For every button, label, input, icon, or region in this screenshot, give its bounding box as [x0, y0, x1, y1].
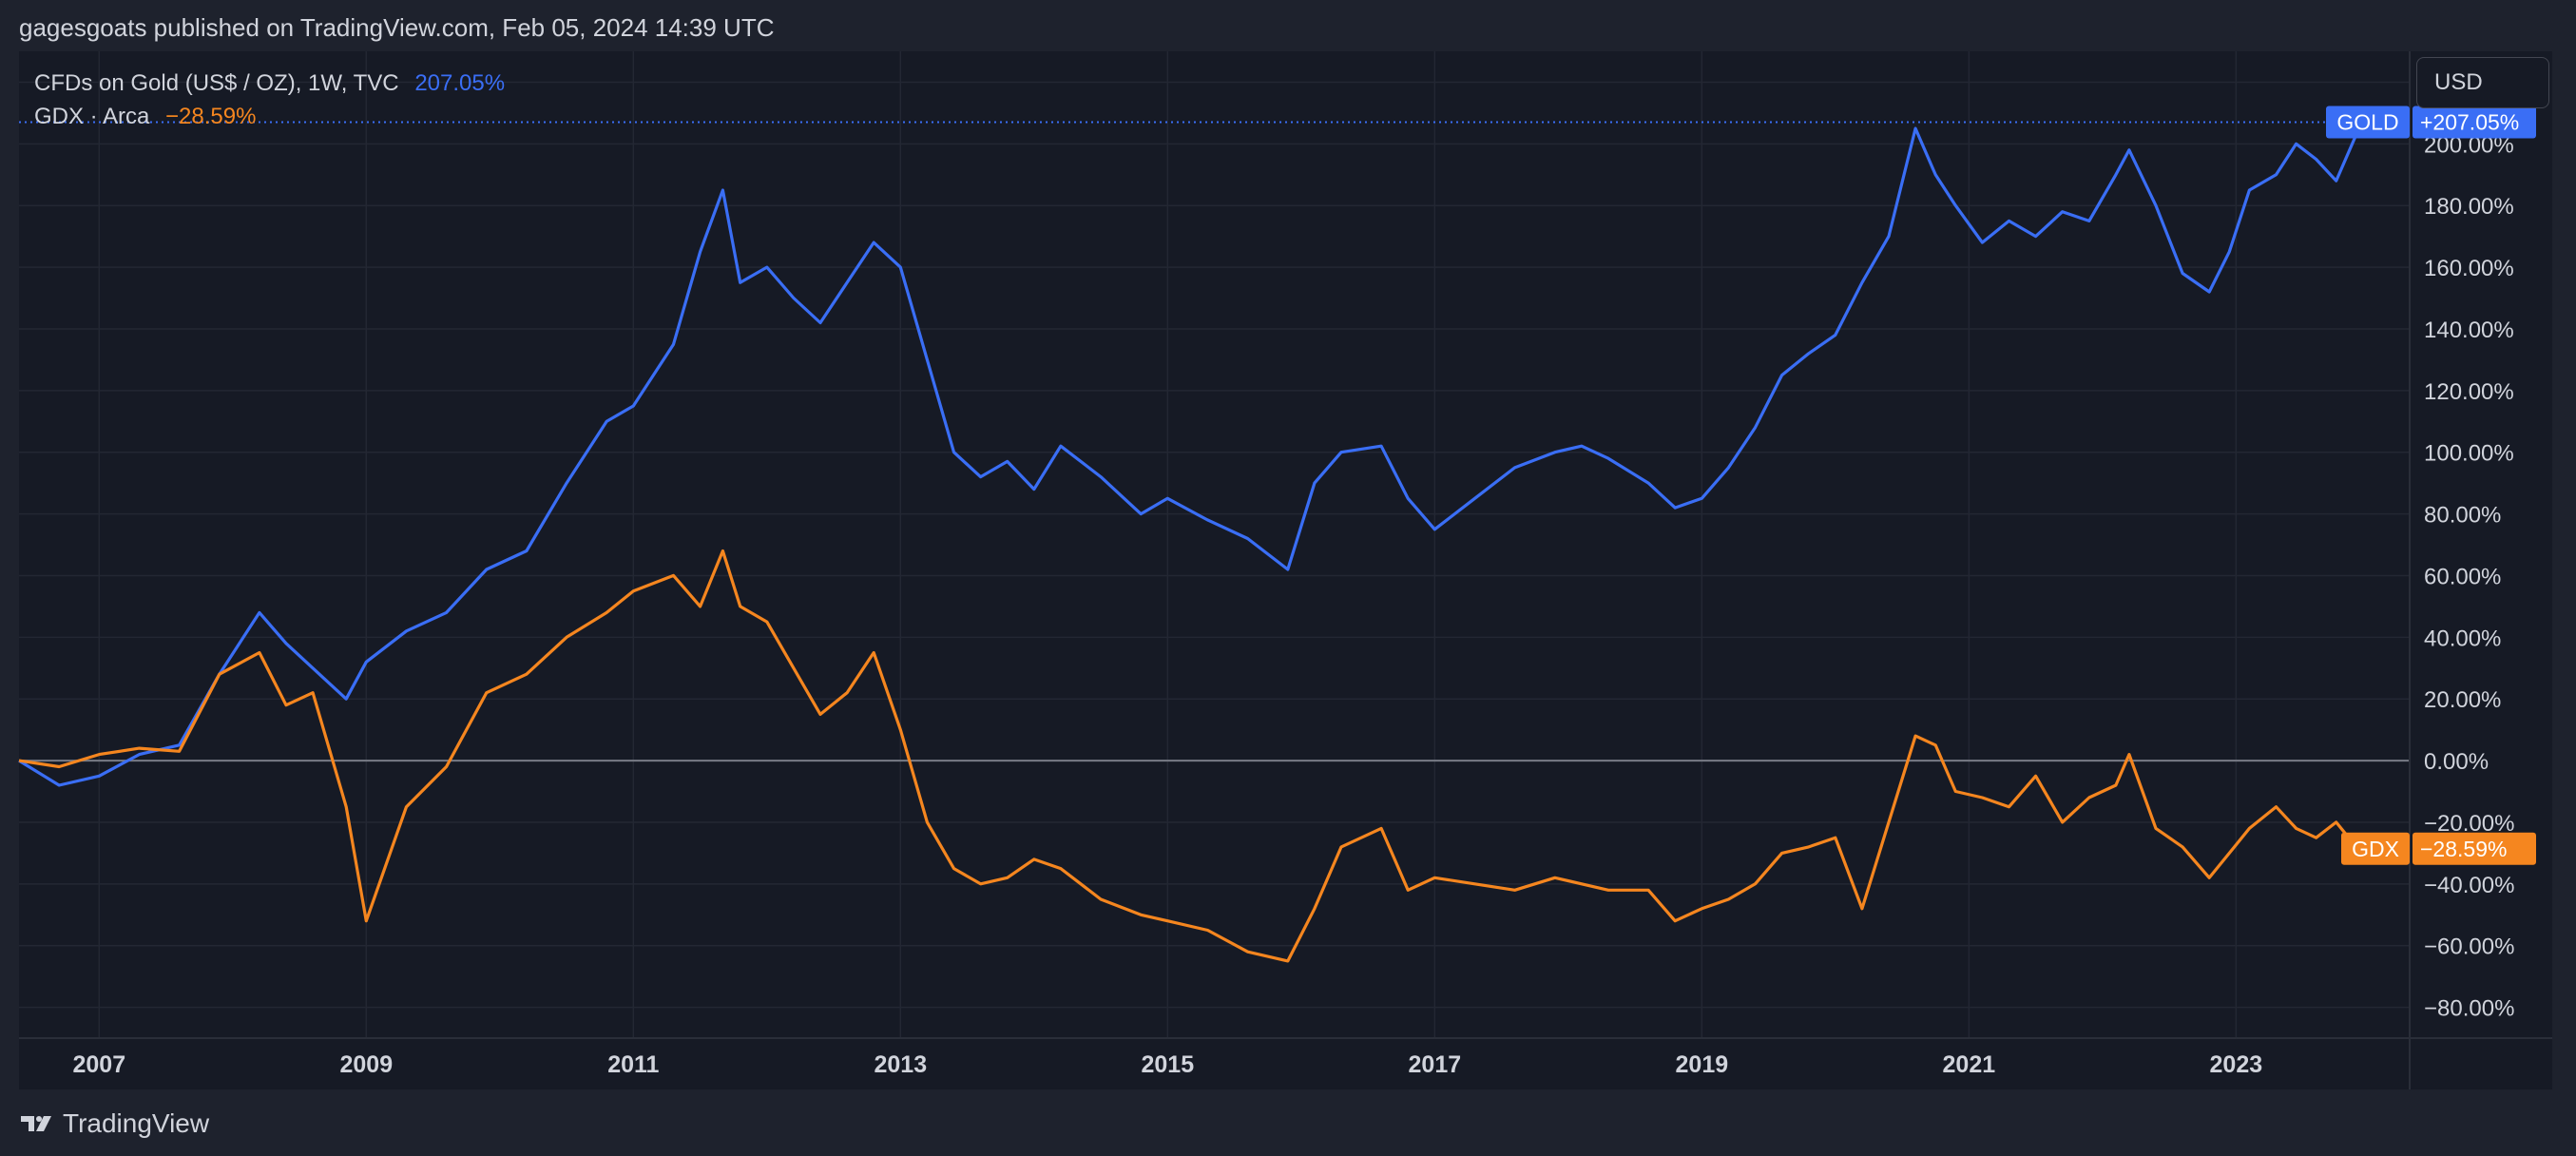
legend-gold-label: CFDs on Gold (US$ / OZ), 1W, TVC — [34, 70, 399, 96]
chart-legend: CFDs on Gold (US$ / OZ), 1W, TVC 207.05%… — [34, 67, 505, 133]
y-tick-label: 40.00% — [2424, 626, 2501, 651]
y-tick-label: −20.00% — [2424, 811, 2514, 837]
y-tick-label: 180.00% — [2424, 194, 2514, 220]
publisher-caption: gagesgoats published on TradingView.com,… — [19, 13, 775, 42]
x-tick-label: 2015 — [1142, 1051, 1195, 1078]
x-tick-label: 2023 — [2210, 1051, 2263, 1078]
y-tick-label: 160.00% — [2424, 256, 2514, 281]
x-tick-label: 2019 — [1676, 1051, 1729, 1078]
currency-button[interactable]: USD — [2416, 57, 2549, 108]
tag-layer: GOLD +207.05% GDX −28.59% — [2326, 106, 2536, 865]
gdx-series-line — [18, 549, 2384, 963]
legend-gdx-value: −28.59% — [165, 104, 257, 129]
legend-gold-value: 207.05% — [414, 70, 506, 96]
x-tick-label: 2017 — [1409, 1051, 1462, 1078]
gold-value-tag-label: +207.05% — [2420, 109, 2519, 134]
y-tick-label: 100.00% — [2424, 441, 2514, 467]
footer-brand[interactable]: TradingView — [19, 1108, 209, 1139]
x-tick-label: 2007 — [72, 1051, 125, 1078]
gold-symbol-tag-label: GOLD — [2336, 109, 2398, 134]
y-tick-label: −40.00% — [2424, 873, 2514, 898]
gdx-symbol-tag-label: GDX — [2352, 837, 2399, 861]
series-layer — [18, 120, 2410, 963]
y-tick-label: 140.00% — [2424, 318, 2514, 343]
tradingview-logo-icon — [21, 1116, 51, 1131]
gold-value-tag — [2413, 106, 2536, 139]
y-tick-label: −80.00% — [2424, 996, 2514, 1022]
y-tick-label: −60.00% — [2424, 934, 2514, 960]
gold-series-line — [18, 120, 2384, 787]
y-tick-label: 60.00% — [2424, 564, 2501, 589]
y-tick-label: 120.00% — [2424, 379, 2514, 405]
gold-symbol-tag — [2326, 106, 2410, 139]
footer-brand-label: TradingView — [63, 1108, 210, 1138]
legend-row-gold[interactable]: CFDs on Gold (US$ / OZ), 1W, TVC 207.05% — [34, 67, 505, 100]
gdx-value-tag-label: −28.59% — [2420, 837, 2507, 861]
y-tick-label: 80.00% — [2424, 503, 2501, 529]
x-tick-label: 2013 — [875, 1051, 928, 1078]
x-tick-label: 2009 — [339, 1051, 393, 1078]
x-tick-label: 2021 — [1943, 1051, 1996, 1078]
x-tick-label: 2011 — [607, 1051, 659, 1078]
chart-pane[interactable] — [19, 51, 2552, 1089]
axis-layer: 220.00%200.00%180.00%160.00%140.00%120.0… — [19, 51, 2552, 1089]
legend-gdx-label: GDX · Arca — [34, 104, 150, 129]
gdx-value-tag — [2413, 832, 2536, 865]
y-tick-label: 0.00% — [2424, 749, 2489, 775]
y-tick-label: 20.00% — [2424, 687, 2501, 713]
gdx-symbol-tag — [2341, 832, 2410, 865]
legend-row-gdx[interactable]: GDX · Arca −28.59% — [34, 100, 505, 133]
